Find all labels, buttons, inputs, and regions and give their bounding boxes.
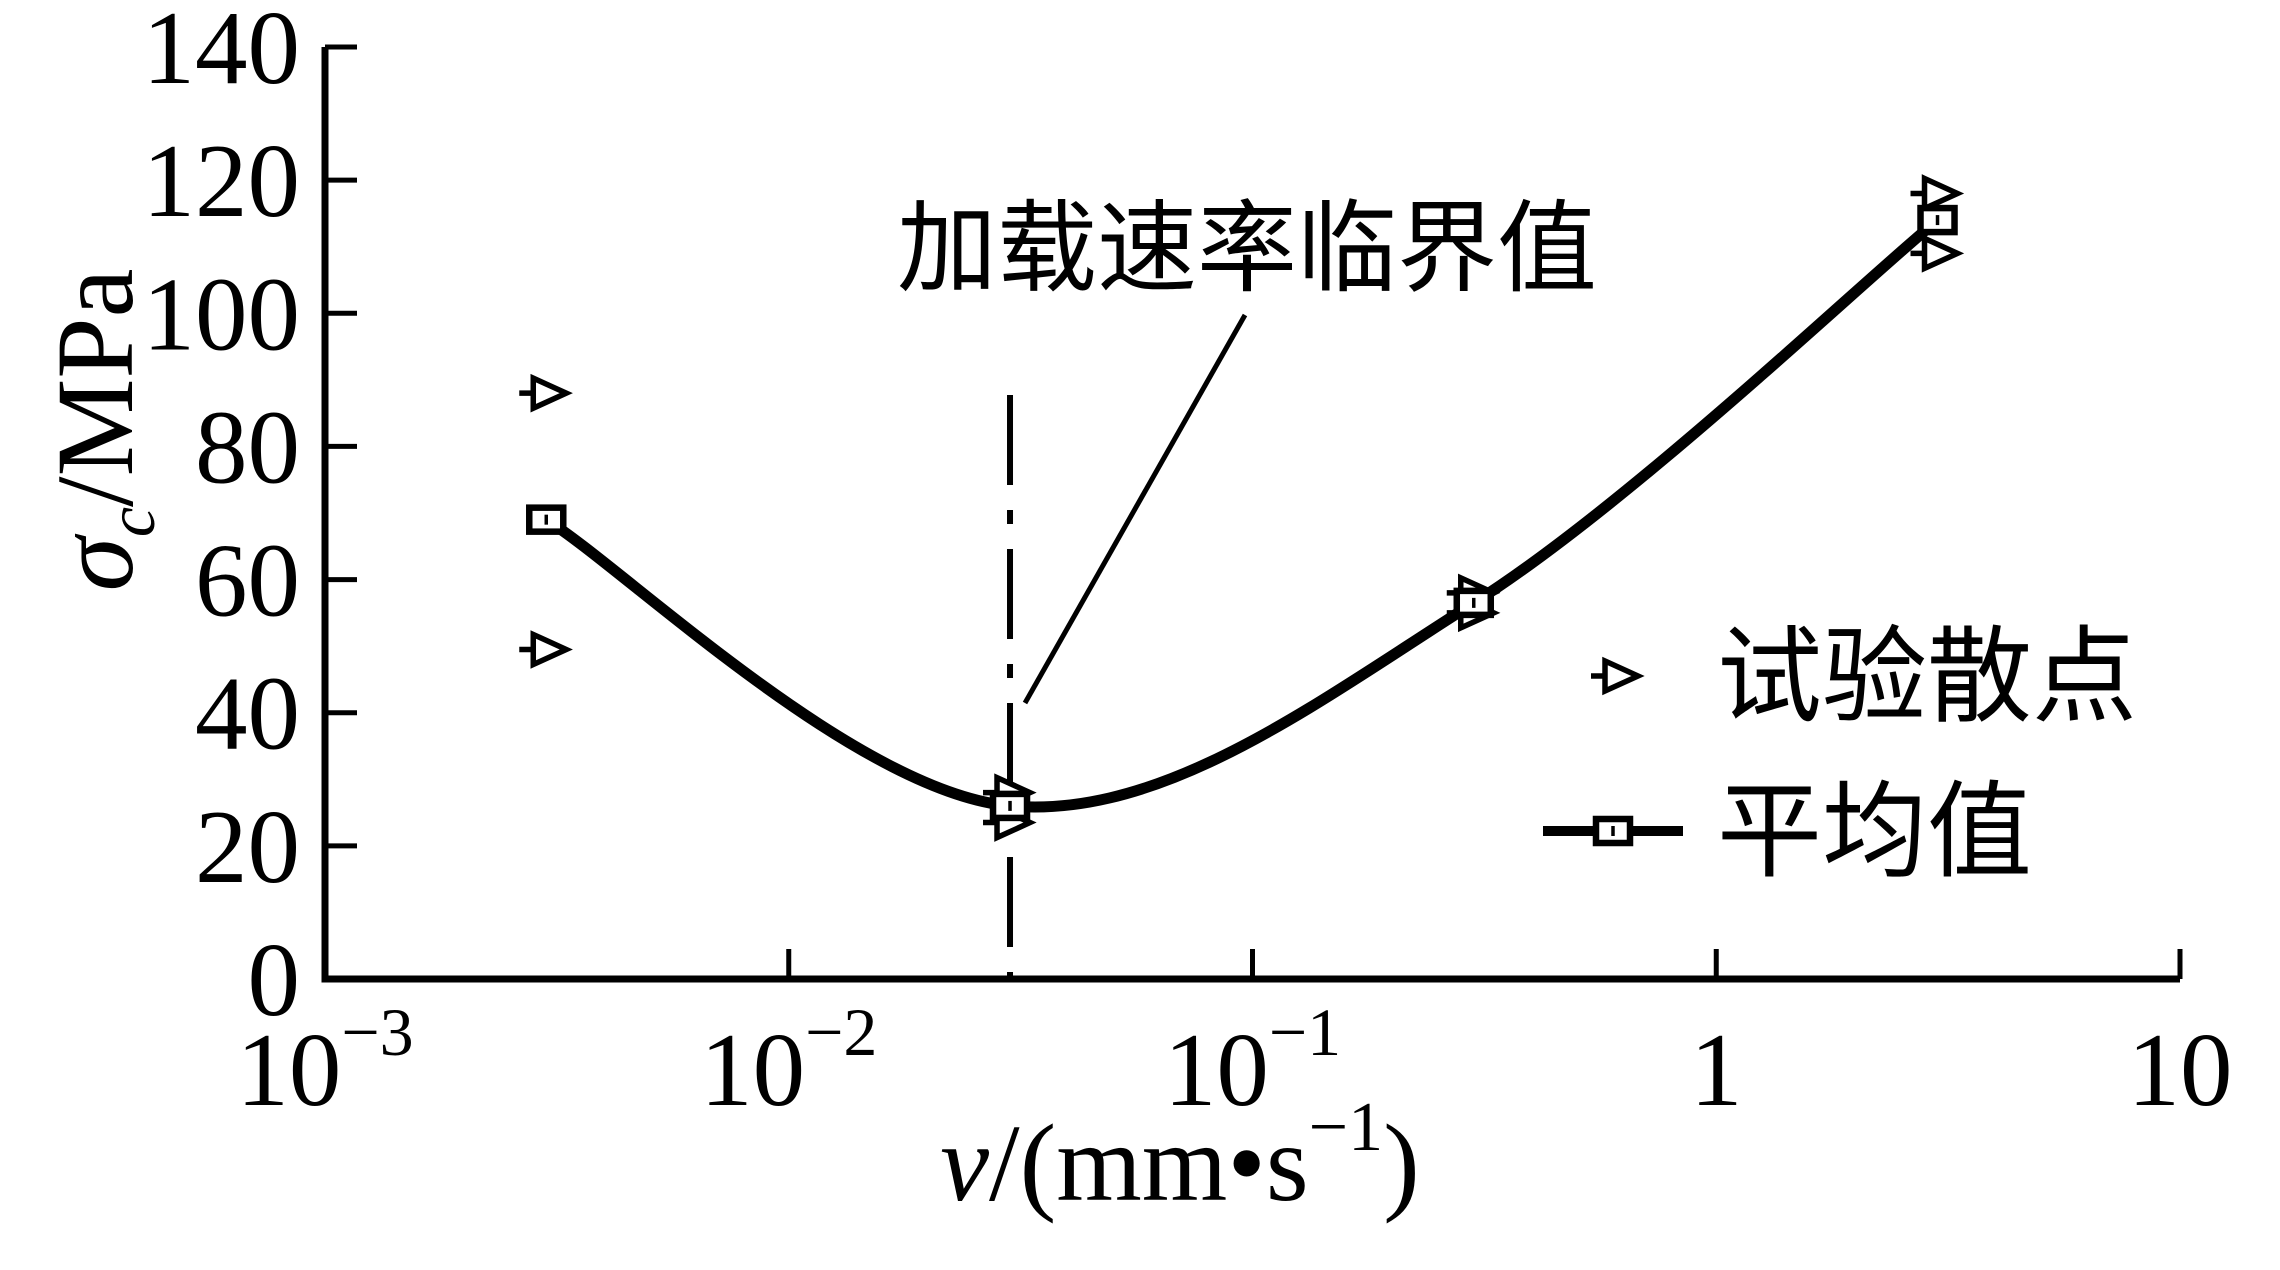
scatter-point-marker [1910,174,1965,213]
axis-spine [321,47,2180,983]
annotation-leader-line [1022,313,1248,705]
axes: 0 20 40 60 80 100 120 140 10−3 10−2 10−1 1 10 [143,0,2233,1128]
legend-label-scatter: 试验散点 [1717,619,2137,736]
data-series [519,174,1965,842]
x-axis-label: v/(mm•s−1) [940,1089,1420,1224]
scatter-point-marker [519,630,573,669]
marker-square [1917,204,1958,236]
x-tick-label: 10−1 [1164,994,1341,1128]
y-tick-label: 100 [143,255,301,372]
x-tick-label: 10 [2128,1011,2233,1128]
legend-markers [1543,656,1683,847]
mean-series [526,204,1958,822]
x-tick-label: 10−3 [236,994,413,1128]
y-tick-label: 40 [195,655,300,772]
mean-point-marker [1592,815,1634,847]
scatter-point-marker [1910,234,1965,273]
y-tick-label: 80 [195,388,300,505]
legend-label-mean: 平均值 [1717,774,2032,891]
marker-triangle [530,373,573,413]
scatter-point-marker [519,373,573,413]
x-tick-label: 10−2 [700,994,877,1128]
y-axis-label: σc/MPa [34,269,169,592]
marker-square [1592,815,1634,847]
mean-point-marker [1917,204,1958,236]
annotation-group: 加载速率临界值 [897,194,1597,979]
mean-point-marker [989,790,1031,822]
marker-triangle [530,630,573,669]
mean-line [543,215,1942,813]
legend: 试验散点 平均值 [1543,619,2137,891]
marker-triangle [1921,234,1965,273]
mean-point-marker [526,504,567,535]
y-tick-label: 0 [248,921,301,1038]
y-tick-label: 60 [195,522,300,639]
marker-triangle [1602,656,1645,696]
x-tick-label: 1 [1690,1011,1743,1128]
y-tick-label: 140 [143,0,301,106]
annotation-label: 加载速率临界值 [897,194,1597,305]
y-tick-label: 20 [195,788,300,905]
axis-labels: σc/MPa v/(mm•s−1) [34,269,1420,1224]
y-tick-label: 120 [143,122,301,239]
marker-square [1453,587,1495,619]
mean-point-marker [1453,587,1495,619]
scatter-point-marker [1591,656,1645,696]
marker-triangle [1921,174,1965,213]
